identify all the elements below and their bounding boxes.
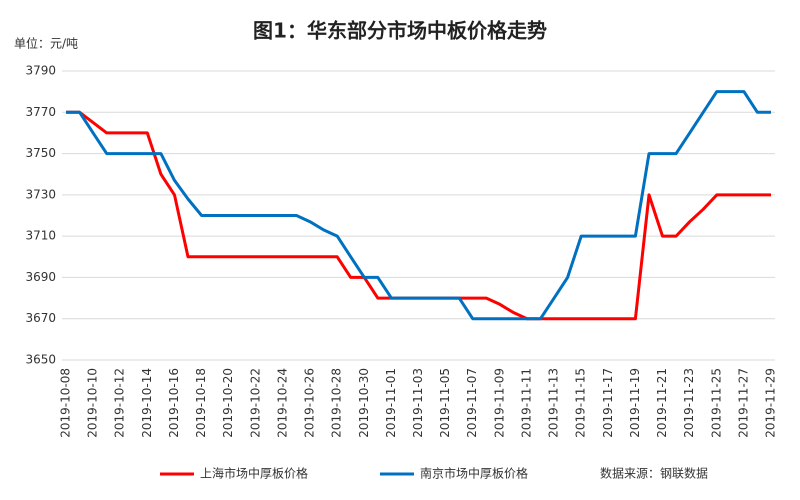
x-tick-label: 2019-11-09	[492, 368, 506, 438]
x-tick-label: 2019-11-23	[682, 368, 696, 438]
x-tick-label: 2019-10-20	[221, 368, 235, 438]
x-tick-label: 2019-10-10	[86, 368, 100, 438]
x-tick-label: 2019-11-01	[384, 368, 398, 438]
y-tick-label: 3670	[25, 311, 56, 325]
y-tick-label: 3750	[25, 146, 56, 160]
x-tick-label: 2019-11-13	[547, 368, 561, 438]
source-note: 数据来源：钢联数据	[600, 466, 708, 481]
x-tick-label: 2019-10-24	[275, 368, 289, 438]
legend-label: 上海市场中厚板价格	[200, 466, 308, 481]
line-series	[66, 110, 771, 321]
x-tick-label: 2019-11-17	[601, 368, 615, 438]
x-tick-label: 2019-10-18	[194, 368, 208, 438]
x-tick-label: 2019-10-12	[113, 368, 127, 438]
y-axis-label: 单位：元/吨	[14, 36, 78, 51]
legend-label: 南京市场中厚板价格	[420, 466, 528, 481]
x-tick-label: 2019-10-30	[357, 368, 371, 438]
y-tick-label: 3690	[25, 270, 56, 284]
x-tick-label: 2019-11-21	[655, 368, 669, 438]
line-series	[66, 90, 771, 321]
x-tick-label: 2019-10-28	[330, 368, 344, 438]
x-tick-label: 2019-10-08	[59, 368, 73, 438]
x-tick-label: 2019-11-27	[736, 368, 750, 438]
x-tick-label: 2019-11-05	[438, 368, 452, 438]
x-tick-label: 2019-11-11	[519, 368, 533, 438]
x-tick-label: 2019-10-14	[140, 368, 154, 438]
y-tick-label: 3790	[25, 64, 56, 78]
x-tick-label: 2019-11-15	[574, 368, 588, 438]
x-tick-label: 2019-10-22	[248, 368, 262, 438]
y-tick-label: 3710	[25, 229, 56, 243]
x-tick-label: 2019-10-26	[303, 368, 317, 438]
chart-title: 图1：华东部分市场中板价格走势	[253, 19, 547, 43]
y-tick-label: 3650	[25, 353, 56, 367]
x-tick-label: 2019-11-03	[411, 368, 425, 438]
x-tick-label: 2019-11-25	[709, 368, 723, 438]
x-tick-label: 2019-11-19	[628, 368, 642, 438]
x-tick-label: 2019-10-16	[167, 368, 181, 438]
y-tick-label: 3730	[25, 187, 56, 201]
y-tick-label: 3770	[25, 105, 56, 119]
x-tick-label: 2019-11-07	[465, 368, 479, 438]
x-tick-label: 2019-11-29	[764, 368, 778, 438]
